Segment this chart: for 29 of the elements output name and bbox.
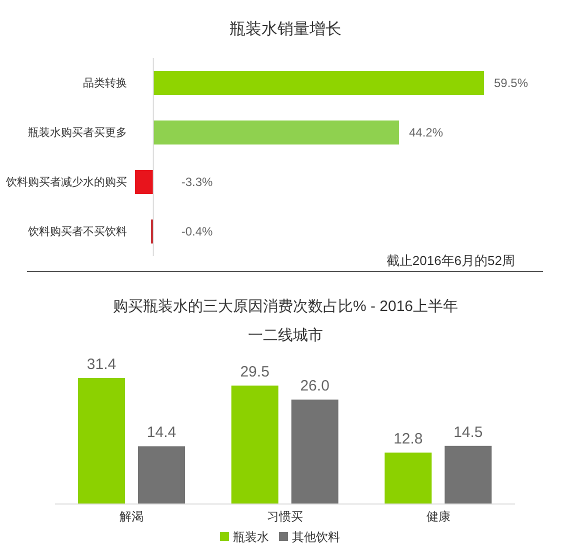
bar xyxy=(78,378,125,504)
data-label: 12.8 xyxy=(394,430,423,448)
chart-subtitle: 一二线城市 xyxy=(247,326,324,345)
annotation: 截止2016年6月的52周 xyxy=(386,252,515,270)
chart-title: 瓶装水销量增长 xyxy=(228,20,342,40)
bar xyxy=(384,452,432,504)
bar xyxy=(444,446,492,504)
y-tick-label: 饮料购买者不买饮料 xyxy=(27,225,127,238)
x-tick-label: 习惯买 xyxy=(267,510,303,524)
x-tick-label: 健康 xyxy=(426,510,450,524)
y-tick-label: 品类转换 xyxy=(83,76,127,90)
bar xyxy=(291,400,338,504)
bar xyxy=(231,386,278,504)
y-tick-label: 瓶装水购买者买更多 xyxy=(28,126,127,140)
data-label: 14.5 xyxy=(454,424,483,441)
legend-label: 其他饮料 xyxy=(292,530,340,544)
x-tick-label: 解渴 xyxy=(120,510,144,524)
legend-label: 瓶装水 xyxy=(233,530,269,544)
data-label: 44.2% xyxy=(408,126,444,140)
data-label: 31.4 xyxy=(86,356,116,373)
data-label: 29.5 xyxy=(240,364,270,381)
bar xyxy=(138,446,185,504)
chart-title: 购买瓶装水的三大原因消费次数占比% - 2016上半年 xyxy=(112,297,460,316)
data-label: -0.4% xyxy=(181,224,214,238)
data-label: 26.0 xyxy=(300,378,330,395)
y-tick-label: 饮料购买者减少水的购买 xyxy=(5,176,127,189)
data-label: 59.5% xyxy=(494,76,528,90)
data-label: 14.4 xyxy=(146,424,176,442)
data-label: -3.3% xyxy=(181,175,214,189)
